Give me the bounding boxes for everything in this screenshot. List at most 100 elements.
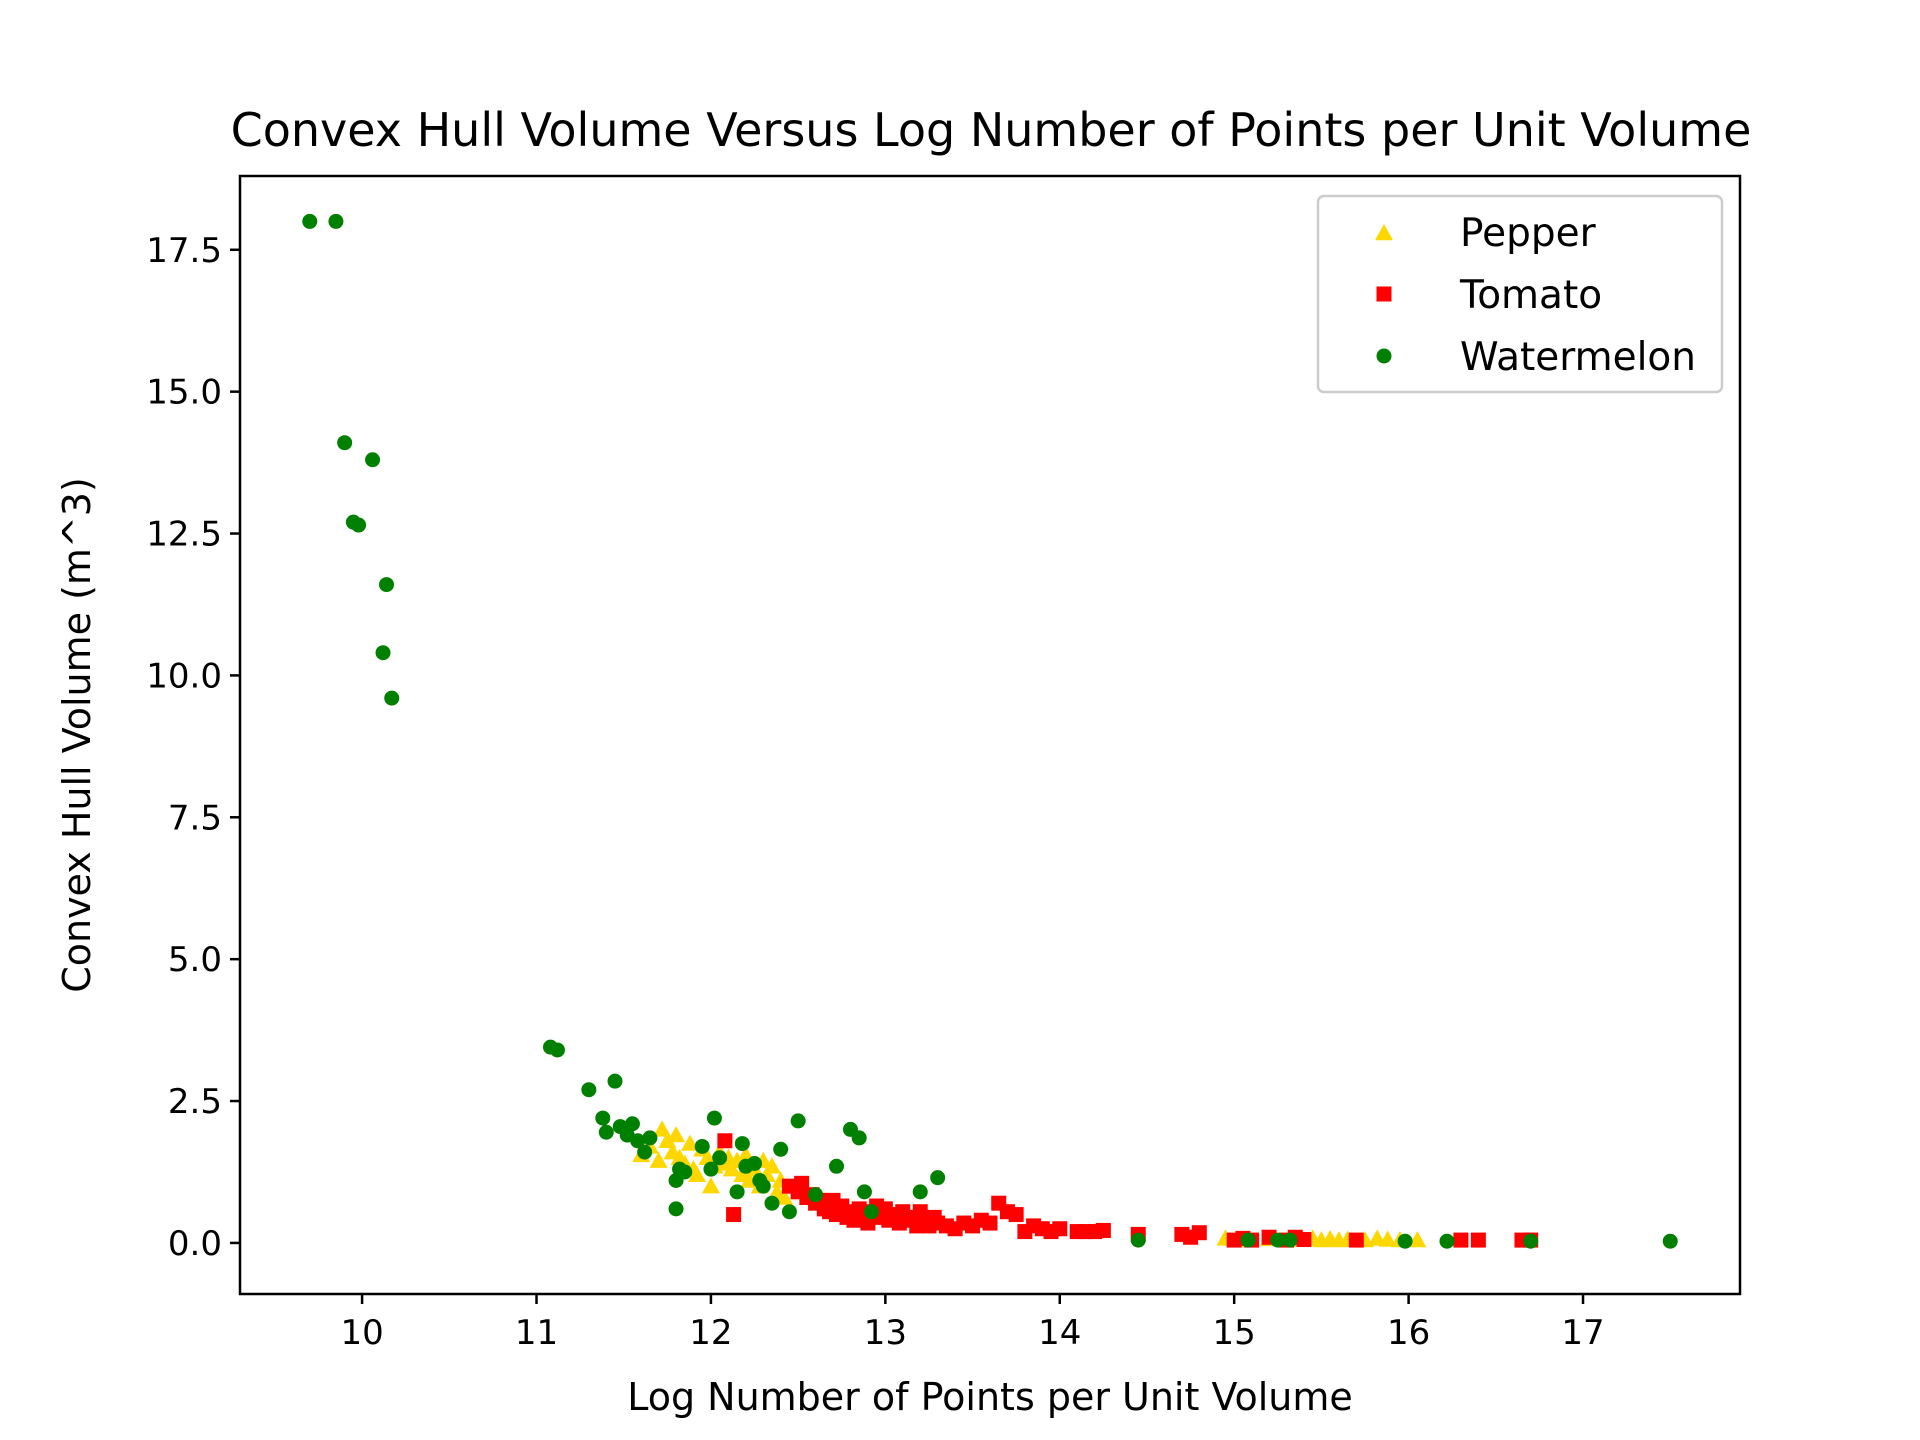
y-tick-label: 7.5 — [168, 798, 222, 838]
data-point — [653, 1120, 672, 1137]
data-point — [1439, 1233, 1455, 1249]
data-point — [856, 1184, 872, 1200]
data-point — [794, 1175, 810, 1191]
data-point — [687, 1165, 706, 1183]
data-point — [637, 1144, 653, 1160]
data-point — [863, 1204, 879, 1220]
x-tick-label: 12 — [689, 1313, 732, 1353]
data-point — [642, 1130, 658, 1146]
data-point — [775, 1188, 794, 1205]
data-point — [630, 1133, 646, 1149]
data-point — [581, 1082, 597, 1098]
data-point — [808, 1187, 824, 1203]
data-point — [681, 1134, 699, 1151]
data-point — [379, 577, 395, 593]
data-point — [762, 1157, 781, 1174]
data-point — [668, 1201, 684, 1217]
data-point — [1052, 1221, 1068, 1237]
y-tick-label: 0.0 — [168, 1224, 222, 1264]
data-point — [667, 1126, 686, 1143]
legend-box — [1316, 194, 1724, 394]
y-tick-label: 5.0 — [168, 940, 222, 980]
chart-title: Convex Hull Volume Versus Log Number of … — [231, 103, 1752, 157]
x-axis-label: Log Number of Points per Unit Volume — [627, 1375, 1353, 1419]
data-point — [722, 1160, 741, 1177]
x-axis-ticks: 10 11 12 13 14 15 16 17 — [340, 1294, 1605, 1353]
data-point — [1191, 1225, 1207, 1241]
legend-items: Pepper Tomato Watermelon — [1375, 211, 1696, 380]
y-tick-label: 12.5 — [146, 515, 222, 555]
data-point — [829, 1158, 845, 1174]
x-tick-label: 11 — [515, 1313, 558, 1353]
legend: Pepper Tomato Watermelon — [1316, 194, 1724, 394]
data-point — [328, 213, 344, 229]
legend-label-pepper: Pepper — [1460, 211, 1597, 256]
data-point — [764, 1195, 780, 1211]
data-point — [1130, 1232, 1146, 1248]
y-tick-label: 2.5 — [168, 1082, 222, 1122]
x-tick-label: 15 — [1213, 1313, 1256, 1353]
y-axis-ticks: 0.0 2.5 5.0 7.5 10.0 12.5 15.0 17.5 — [146, 231, 240, 1264]
data-point — [302, 213, 318, 229]
x-tick-label: 10 — [340, 1313, 383, 1353]
data-point — [1282, 1232, 1298, 1248]
data-point — [755, 1178, 771, 1194]
data-point — [912, 1184, 928, 1200]
x-tick-label: 13 — [864, 1313, 907, 1353]
data-point — [384, 690, 400, 706]
data-point — [1348, 1232, 1364, 1248]
data-point — [351, 517, 367, 533]
data-point — [624, 1116, 640, 1132]
data-point — [1095, 1222, 1111, 1238]
data-point — [706, 1110, 722, 1126]
legend-label-tomato: Tomato — [1459, 273, 1602, 318]
y-tick-label: 10.0 — [146, 656, 222, 696]
data-point — [930, 1170, 946, 1186]
x-tick-label: 16 — [1387, 1313, 1430, 1353]
y-axis-label: Convex Hull Volume (m^3) — [55, 477, 99, 993]
data-point — [982, 1215, 998, 1231]
data-point — [1378, 1230, 1397, 1247]
data-point — [1408, 1231, 1427, 1248]
data-point — [1270, 1232, 1286, 1248]
data-point — [747, 1155, 763, 1171]
legend-marker-pepper — [1375, 224, 1393, 241]
data-point — [1523, 1233, 1539, 1249]
data-point — [1397, 1233, 1413, 1249]
data-point — [703, 1161, 719, 1177]
data-point — [1662, 1233, 1678, 1249]
series-tomato — [717, 1133, 1539, 1248]
points-layer — [302, 213, 1678, 1249]
data-point — [734, 1136, 750, 1152]
data-point — [1453, 1232, 1469, 1248]
series-watermelon — [302, 213, 1678, 1249]
data-point — [1470, 1232, 1486, 1248]
data-point — [1296, 1232, 1312, 1248]
data-point — [712, 1150, 728, 1166]
data-point — [694, 1138, 710, 1154]
data-point — [701, 1177, 720, 1194]
plot-area-frame — [238, 174, 1742, 1296]
data-point — [790, 1113, 806, 1129]
data-point — [375, 645, 391, 661]
data-point — [598, 1124, 614, 1140]
x-tick-label: 14 — [1038, 1313, 1081, 1353]
data-point — [698, 1148, 717, 1165]
data-point — [595, 1110, 611, 1126]
data-point — [549, 1042, 565, 1058]
legend-marker-tomato — [1376, 286, 1392, 302]
data-point — [851, 1130, 867, 1146]
data-point — [337, 435, 353, 451]
data-point — [729, 1184, 745, 1200]
data-point — [773, 1141, 789, 1157]
y-tick-label: 15.0 — [146, 373, 222, 413]
data-point — [717, 1133, 733, 1149]
data-point — [860, 1215, 876, 1231]
data-point — [607, 1073, 623, 1089]
data-point — [726, 1207, 742, 1223]
data-point — [1240, 1232, 1256, 1248]
data-point — [677, 1164, 693, 1180]
y-tick-label: 17.5 — [146, 231, 222, 271]
x-tick-label: 17 — [1561, 1313, 1604, 1353]
